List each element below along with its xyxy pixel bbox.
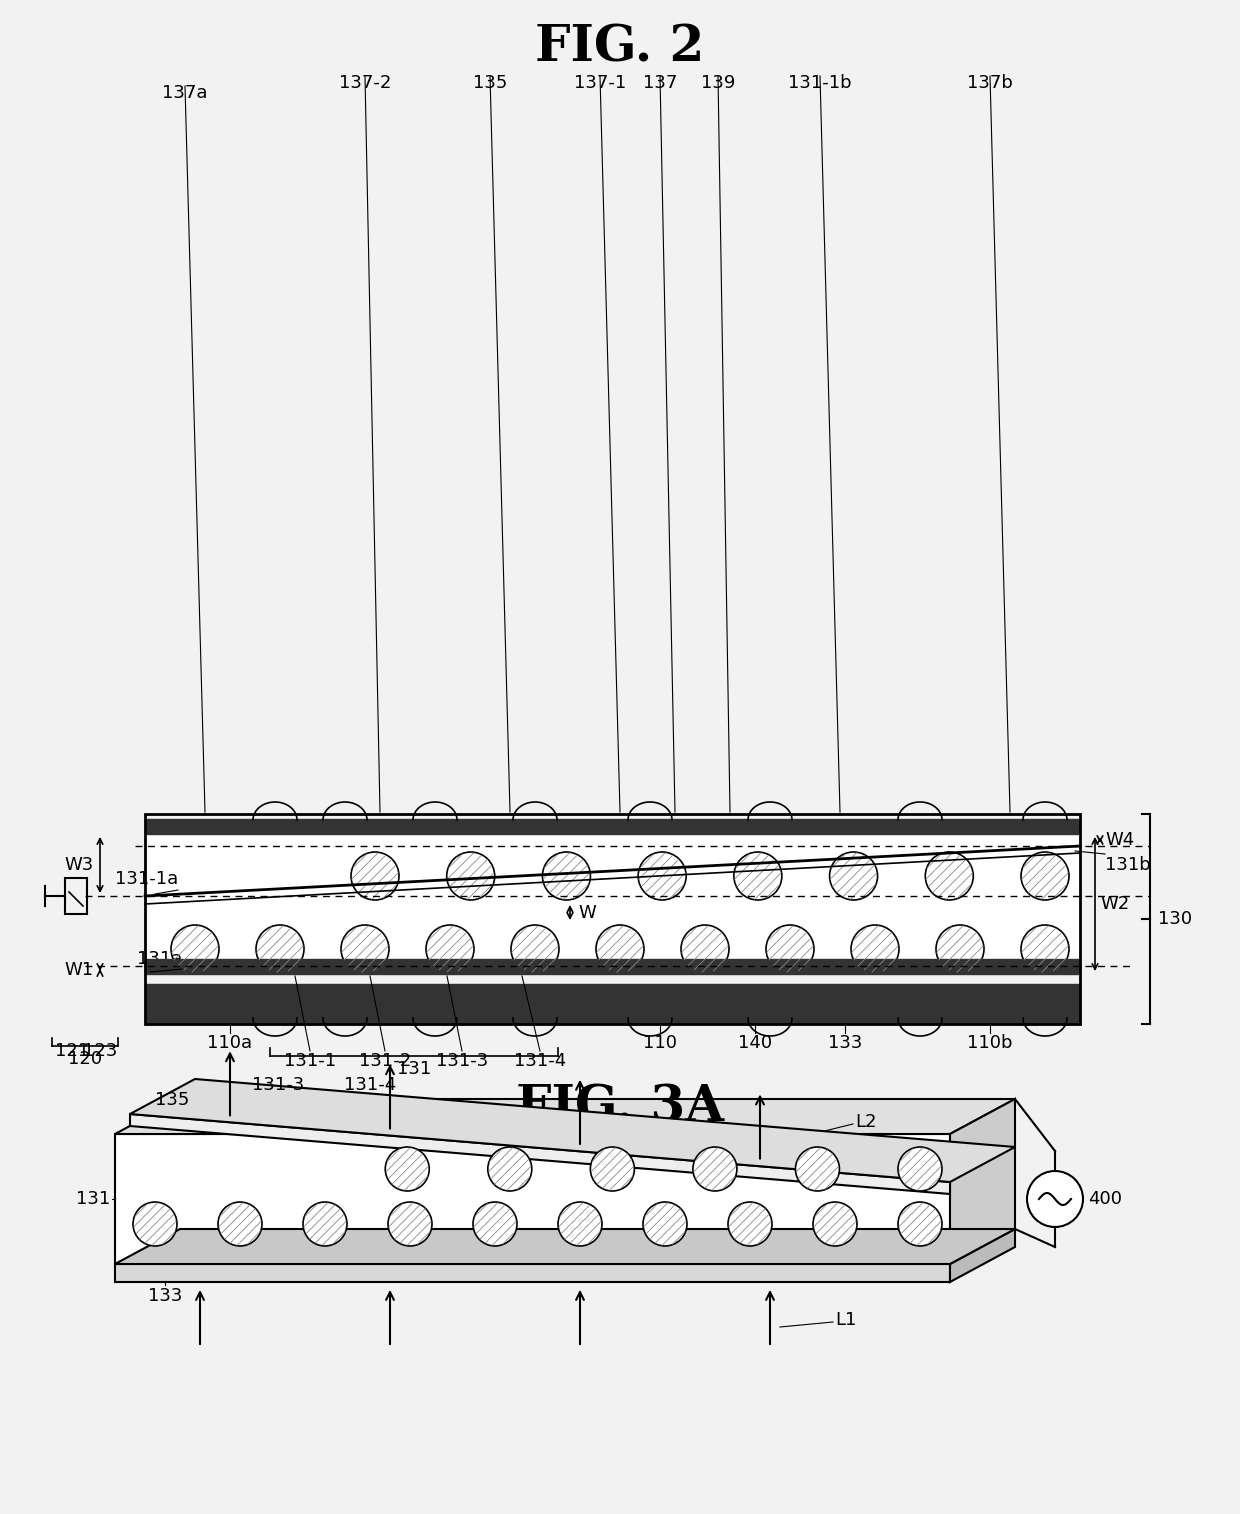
Text: L1: L1 [835,1311,857,1329]
Text: W3: W3 [64,855,94,874]
Text: 139: 139 [701,74,735,92]
Text: 400: 400 [1087,1190,1122,1208]
Circle shape [427,925,474,974]
Circle shape [693,1148,737,1192]
Circle shape [171,925,219,974]
Text: 121: 121 [55,1042,89,1060]
Text: W1: W1 [64,961,94,980]
Text: 110b: 110b [967,1034,1013,1052]
Circle shape [898,1148,942,1192]
Text: 137a: 137a [162,83,208,101]
Circle shape [487,1148,532,1192]
Text: W4: W4 [1105,831,1135,849]
Text: 131: 131 [76,1190,110,1208]
Text: 135: 135 [472,74,507,92]
Polygon shape [115,1099,1016,1134]
Circle shape [596,925,644,974]
Text: 133: 133 [828,1034,862,1052]
Text: 135: 135 [155,1092,190,1108]
Text: 131a: 131a [136,949,182,967]
Circle shape [851,925,899,974]
Polygon shape [130,1114,950,1195]
Circle shape [388,1202,432,1246]
Bar [64,878,87,914]
Circle shape [936,925,985,974]
Text: 137-1: 137-1 [574,74,626,92]
Bar [145,834,1080,974]
Text: 123: 123 [83,1042,118,1060]
Text: L2: L2 [856,1113,877,1131]
Text: 137b: 137b [967,74,1013,92]
Circle shape [133,1202,177,1246]
Circle shape [590,1148,635,1192]
Circle shape [734,852,782,899]
Text: 131-3: 131-3 [252,1076,304,1095]
Text: 131-1a: 131-1a [115,871,179,889]
Circle shape [766,925,813,974]
Circle shape [542,852,590,899]
Text: W2: W2 [1100,895,1130,913]
Circle shape [386,1148,429,1192]
Text: 137: 137 [642,74,677,92]
Text: 133: 133 [148,1287,182,1305]
Text: W: W [578,904,595,922]
Text: 131-4: 131-4 [513,1052,567,1070]
Circle shape [813,1202,857,1246]
Circle shape [795,1148,839,1192]
Circle shape [925,852,973,899]
Circle shape [1021,852,1069,899]
Circle shape [681,925,729,974]
Text: 110a: 110a [207,1034,253,1052]
Circle shape [558,1202,601,1246]
Circle shape [1021,925,1069,974]
Text: 131-2: 131-2 [358,1052,412,1070]
Circle shape [511,925,559,974]
Polygon shape [115,1134,950,1264]
Text: 140: 140 [738,1034,773,1052]
Polygon shape [950,1229,1016,1282]
Text: 131-4: 131-4 [343,1076,396,1095]
Bar [145,815,1080,1023]
Circle shape [1027,1170,1083,1226]
Polygon shape [130,1079,1016,1182]
Text: 137-2: 137-2 [339,74,391,92]
Text: FIG. 2: FIG. 2 [536,24,704,73]
Circle shape [830,852,878,899]
Circle shape [446,852,495,899]
Text: 131: 131 [397,1060,432,1078]
Polygon shape [115,1229,1016,1264]
Text: FIG. 3A: FIG. 3A [516,1084,724,1132]
Text: 131-3: 131-3 [436,1052,489,1070]
Circle shape [218,1202,262,1246]
Circle shape [341,925,389,974]
Text: 120: 120 [68,1051,102,1067]
Text: 130: 130 [1158,910,1192,928]
Text: 131b: 131b [1105,855,1151,874]
Circle shape [644,1202,687,1246]
Text: 110: 110 [644,1034,677,1052]
Circle shape [472,1202,517,1246]
Circle shape [728,1202,773,1246]
Circle shape [639,852,686,899]
Text: 131-1b: 131-1b [789,74,852,92]
Circle shape [255,925,304,974]
Text: 131-1: 131-1 [284,1052,336,1070]
Polygon shape [950,1099,1016,1264]
Circle shape [303,1202,347,1246]
Polygon shape [115,1264,950,1282]
Circle shape [351,852,399,899]
Circle shape [898,1202,942,1246]
